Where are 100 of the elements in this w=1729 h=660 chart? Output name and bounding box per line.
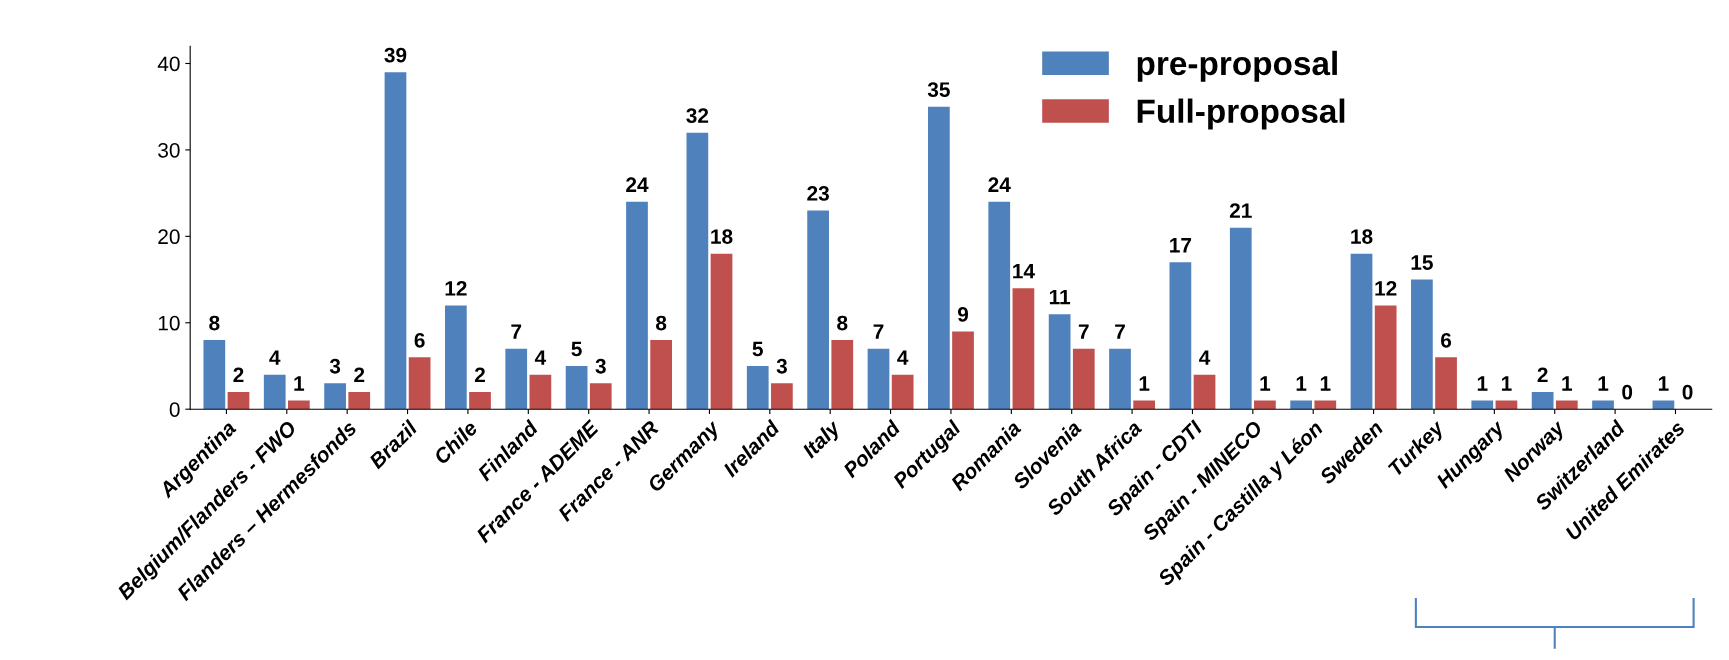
legend-label: Full-proposal: [1137, 98, 1345, 130]
bar: [227, 391, 250, 410]
data-label: 18: [711, 229, 733, 244]
bar: [771, 383, 793, 410]
data-label: 2: [233, 367, 244, 383]
data-label: 1: [1501, 376, 1512, 391]
bar: [1133, 400, 1156, 410]
data-label: 1: [1658, 376, 1669, 391]
data-label: 2: [474, 367, 485, 383]
bar: [686, 132, 709, 410]
y-tick-label: 40: [157, 56, 180, 72]
data-label: 14: [1013, 263, 1035, 279]
y-tick-label: 30: [158, 142, 180, 158]
data-label: 39: [384, 47, 407, 63]
data-label: 15: [1411, 255, 1433, 270]
y-tick-label: 10: [158, 315, 180, 331]
bar: [928, 106, 950, 410]
data-label: 9: [957, 306, 969, 322]
data-label: 7: [873, 324, 884, 339]
data-label: 4: [897, 350, 909, 365]
bar: [891, 374, 914, 410]
data-label: 4: [269, 350, 281, 365]
bar: [1109, 348, 1131, 410]
data-label: 2: [354, 367, 365, 383]
data-label: 5: [752, 341, 763, 357]
data-label: 1: [1296, 376, 1307, 391]
bar: [626, 201, 648, 410]
bar: [589, 383, 612, 410]
data-label: 3: [595, 358, 606, 374]
data-label: 24: [988, 177, 1011, 192]
data-label: 12: [445, 281, 467, 296]
data-label: 8: [837, 315, 848, 331]
bar: [746, 365, 769, 410]
data-label: 8: [209, 315, 220, 331]
bar: [444, 305, 467, 410]
data-label: 7: [1078, 324, 1089, 339]
bar: [1072, 348, 1095, 410]
data-label: 8: [656, 315, 667, 331]
bar: [1254, 400, 1276, 410]
data-label: 4: [1199, 350, 1211, 365]
data-label: 1: [1260, 376, 1271, 391]
bar: [867, 348, 890, 410]
bar: [203, 340, 226, 410]
bar: [807, 210, 829, 410]
bar: [469, 391, 491, 410]
bar: [1012, 288, 1035, 410]
bar: [1169, 262, 1192, 410]
bar: [1374, 305, 1397, 410]
data-label: 17: [1170, 238, 1192, 253]
data-label: 32: [686, 108, 709, 123]
data-label: 5: [571, 341, 582, 357]
data-label: 21: [1229, 203, 1252, 218]
data-label: 0: [1682, 384, 1693, 400]
data-label: 1: [294, 376, 305, 391]
bar: [650, 340, 672, 410]
bar: [1411, 279, 1433, 410]
bar: [408, 357, 431, 410]
data-label: 7: [511, 324, 522, 339]
bar: [988, 201, 1011, 410]
bar: [710, 253, 733, 410]
bar: [505, 348, 528, 410]
bar: [288, 400, 310, 410]
data-label: 1: [1477, 376, 1488, 391]
data-label: 12: [1375, 281, 1397, 296]
data-label: 3: [329, 358, 341, 374]
data-label: 11: [1049, 289, 1071, 305]
data-label: 23: [807, 185, 829, 201]
bar: [1555, 400, 1578, 410]
bar: [1531, 391, 1554, 410]
data-label: 1: [1598, 376, 1609, 391]
data-label: 6: [1441, 332, 1452, 348]
bar: [384, 72, 407, 410]
bar: [565, 365, 588, 410]
bar: [324, 383, 346, 410]
bar: [952, 331, 974, 410]
data-label: 1: [1562, 376, 1573, 391]
data-label: 7: [1115, 324, 1125, 339]
data-label: 2: [1537, 367, 1548, 383]
legend-label: pre-proposal: [1137, 50, 1337, 82]
y-tick-label: 0: [169, 402, 180, 417]
bar: [529, 374, 552, 410]
bar: [831, 340, 854, 410]
bar: [1435, 357, 1457, 410]
data-label: 35: [927, 82, 950, 98]
bar: [1471, 400, 1494, 410]
y-tick-label: 20: [158, 229, 180, 245]
data-label: 6: [414, 332, 425, 348]
bar: [263, 374, 286, 410]
data-label: 1: [1139, 376, 1150, 391]
bar: [1193, 374, 1216, 410]
data-label: 4: [534, 350, 547, 365]
data-label: 1: [1320, 376, 1331, 391]
bar: [1229, 227, 1252, 410]
data-label: 24: [626, 177, 649, 192]
data-label: 0: [1622, 384, 1633, 400]
bar: [348, 391, 371, 410]
bar: [1048, 314, 1071, 410]
bar: [1290, 400, 1313, 410]
bar: [1592, 400, 1614, 410]
data-label: 18: [1351, 229, 1373, 244]
